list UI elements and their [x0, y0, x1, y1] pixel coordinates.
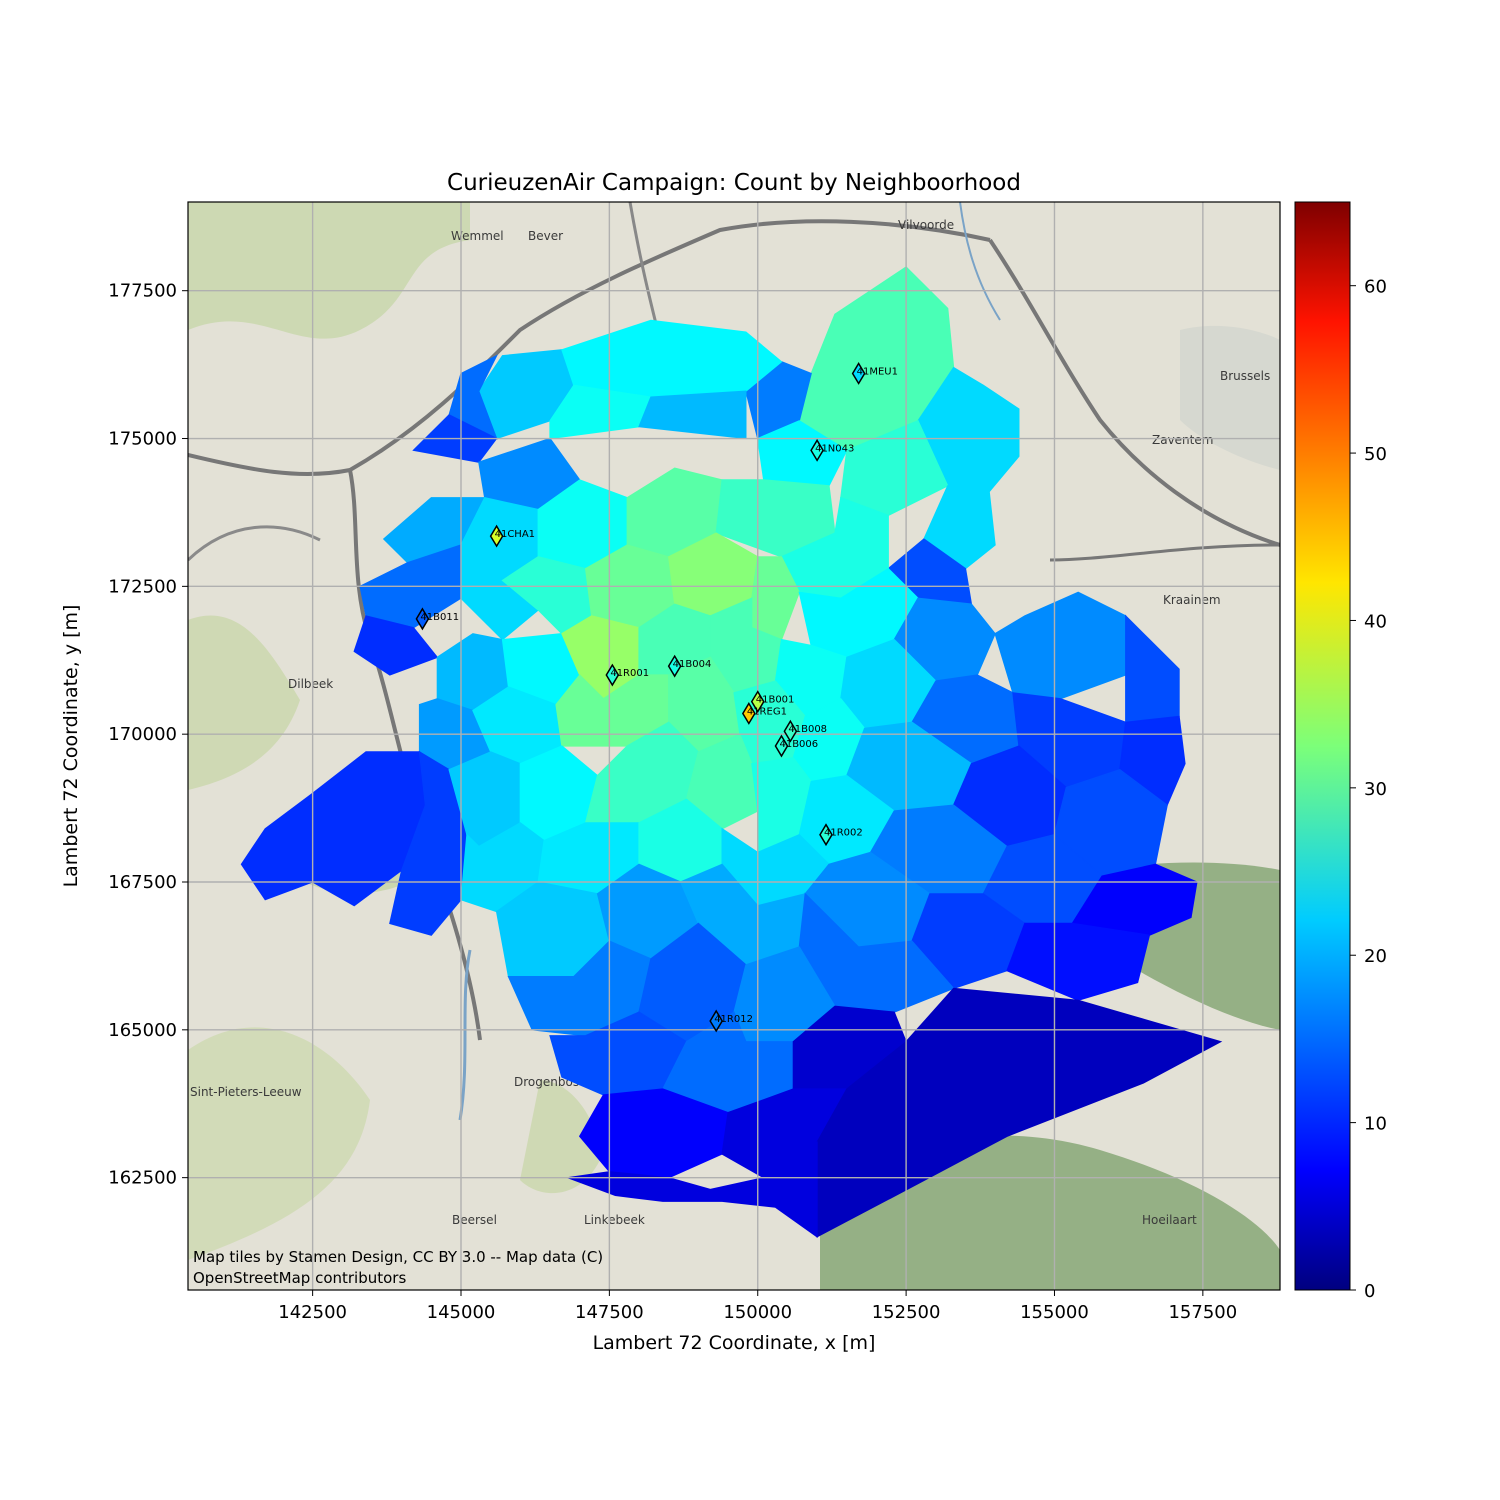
station-label: 41N043	[815, 443, 854, 454]
station-label: 41R012	[714, 1014, 753, 1025]
colorbar-tick-label: 40	[1364, 611, 1387, 632]
station-41B001: 41B001	[750, 690, 795, 714]
plot-frame	[187, 201, 1281, 1291]
place-label-bever: Bever	[528, 229, 563, 243]
station-label: 41B004	[673, 659, 712, 670]
attribution: Map tiles by Stamen Design, CC BY 3.0 --…	[193, 1248, 603, 1287]
neighbourhood-8	[549, 384, 652, 440]
station-41R012: 41R012	[709, 1009, 753, 1033]
station-marker	[810, 438, 824, 462]
station-41R001: 41R001	[605, 663, 649, 687]
colorbar-ticks: 0 10 20 30 40 50 60	[1350, 277, 1387, 1302]
station-marker	[667, 654, 682, 678]
y-tick-label: 167500	[108, 872, 177, 893]
x-tick-label: 155000	[1020, 1302, 1089, 1323]
station-label: 41REG1	[747, 706, 787, 717]
station-marker	[415, 607, 430, 631]
station-markers: 41MEU1 41N043 41CHA1 41B011 41R001 41B004 41B0…	[415, 362, 898, 1033]
neighbourhood-9	[638, 390, 747, 440]
station-label: 41CHA1	[495, 529, 535, 540]
station-41B006: 41B006	[774, 734, 818, 758]
basemap-labels: Wemmel Bever Vilvoorde Dilbeek Zaventem …	[190, 218, 1270, 1227]
place-label-drogenbos: Drogenbos	[514, 1075, 579, 1089]
x-tick-label: 152500	[872, 1302, 941, 1323]
colorbar-gradient	[1294, 201, 1351, 1291]
x-tick-label: 157500	[1168, 1302, 1237, 1323]
x-axis-label: Lambert 72 Coordinate, x [m]	[593, 1332, 876, 1354]
station-label: 41R001	[610, 668, 649, 679]
station-label: 41R002	[824, 828, 863, 839]
station-marker	[851, 362, 866, 385]
x-axis: 142500 145000 147500 150000 152500 155000 1575…	[278, 1290, 1237, 1323]
y-tick-label: 177500	[108, 281, 177, 302]
colorbar-tick-label: 30	[1364, 779, 1387, 800]
station-41B008: 41B008	[783, 719, 827, 743]
y-tick-label: 165000	[108, 1020, 177, 1041]
station-marker	[750, 690, 765, 714]
x-tick-label: 147500	[575, 1302, 644, 1323]
station-41CHA1: 41CHA1	[489, 524, 535, 548]
station-marker	[489, 524, 504, 548]
station-marker	[605, 663, 620, 687]
y-tick-label: 175000	[108, 429, 177, 450]
station-marker	[709, 1009, 724, 1033]
station-label: 41B011	[420, 612, 459, 623]
station-41N043: 41N043	[810, 438, 854, 462]
colorbar-tick-label: 50	[1364, 444, 1387, 465]
colorbar-tick-label: 60	[1364, 277, 1387, 298]
colorbar: 0 10 20 30 40 50 60	[1294, 201, 1387, 1302]
station-marker	[741, 702, 756, 725]
place-label-sint-pieters-leeuw: Sint-Pieters-Leeuw	[190, 1085, 302, 1099]
station-label: 41B001	[756, 695, 795, 706]
station-41R002: 41R002	[819, 823, 863, 847]
x-tick-label: 142500	[278, 1302, 347, 1323]
station-41B011: 41B011	[415, 607, 459, 631]
station-label: 41B008	[788, 724, 827, 735]
attribution-line-2: OpenStreetMap contributors	[193, 1269, 406, 1287]
neighbourhood-81	[567, 1141, 818, 1238]
attribution-line-1: Map tiles by Stamen Design, CC BY 3.0 --…	[193, 1248, 603, 1266]
colorbar-tick-label: 10	[1364, 1114, 1387, 1135]
place-label-hoeilaart: Hoeilaart	[1142, 1213, 1197, 1227]
neighbourhood-12	[923, 485, 996, 570]
y-axis-label: Lambert 72 Coordinate, y [m]	[60, 605, 82, 888]
plot-area: Wemmel Bever Vilvoorde Dilbeek Zaventem …	[188, 202, 1280, 1290]
place-label-zaventem: Zaventem	[1152, 433, 1213, 447]
station-41REG1: 41REG1	[741, 702, 787, 725]
station-marker	[819, 823, 833, 847]
x-tick-label: 145000	[427, 1302, 496, 1323]
place-label-vilvoorde: Vilvoorde	[898, 218, 954, 232]
neighbourhood-80	[816, 987, 1223, 1238]
station-41B004: 41B004	[667, 654, 712, 678]
chart-title: CurieuzenAir Campaign: Count by Neighboo…	[447, 170, 1021, 196]
neighbourhood-40	[1119, 715, 1186, 807]
colorbar-tick-label: 0	[1364, 1281, 1375, 1302]
grid-lines	[188, 202, 1280, 1290]
station-41MEU1: 41MEU1	[851, 362, 898, 385]
place-label-brussels: Brussels	[1220, 369, 1270, 383]
neighbourhood-10	[757, 420, 848, 487]
station-label: 41MEU1	[857, 366, 898, 377]
place-label-linkebeek: Linkebeek	[584, 1213, 645, 1227]
neighbourhood-21	[353, 615, 439, 676]
y-axis: 162500 165000 167500 170000 172500 175000 1775…	[108, 281, 188, 1189]
y-tick-label: 172500	[108, 576, 177, 597]
station-label: 41B006	[779, 739, 818, 750]
place-label-dilbeek: Dilbeek	[288, 677, 333, 691]
station-marker	[783, 719, 798, 743]
place-label-kraainem: Kraainem	[1163, 593, 1221, 607]
colorbar-tick-label: 20	[1364, 946, 1387, 967]
y-tick-label: 170000	[108, 724, 177, 745]
place-label-wemmel: Wemmel	[451, 229, 504, 243]
station-marker	[774, 734, 789, 758]
y-tick-label: 162500	[108, 1168, 177, 1189]
x-tick-label: 150000	[723, 1302, 792, 1323]
place-label-beersel: Beersel	[452, 1213, 497, 1227]
